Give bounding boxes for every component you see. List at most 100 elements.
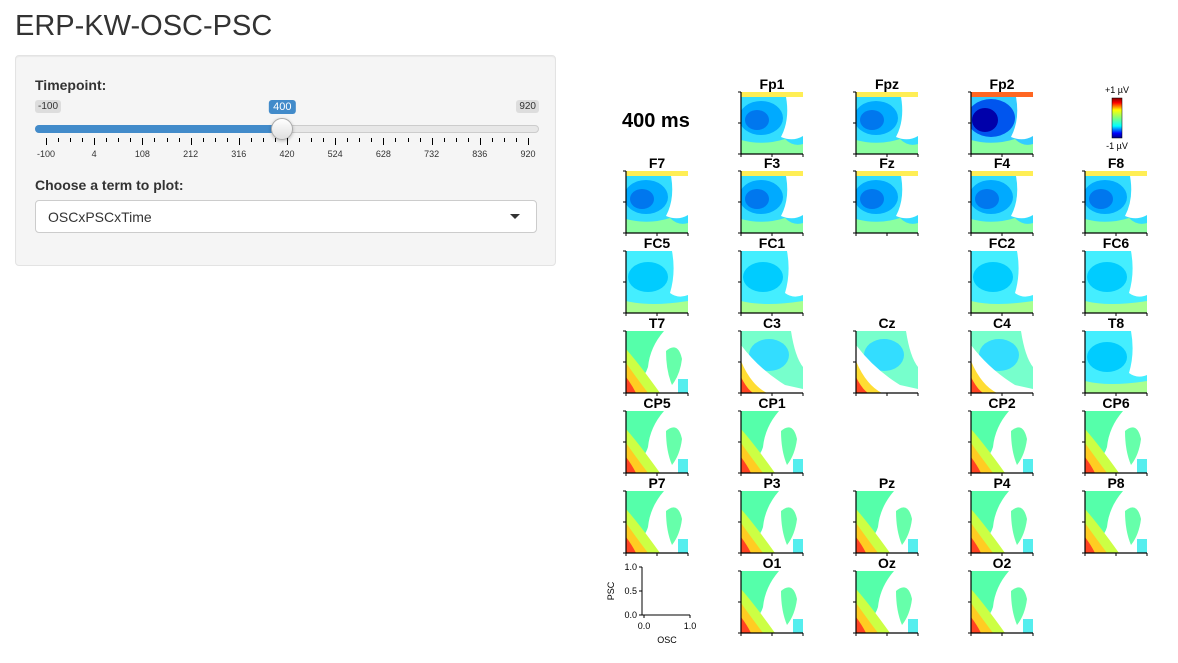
term-select-value: OSCxPSCxTime (48, 209, 152, 225)
electrode-label: FC6 (1103, 235, 1130, 251)
slider-major-tick (287, 138, 288, 145)
electrode-heatmap (741, 92, 803, 154)
electrode-pz: Pz (853, 475, 919, 556)
slider-major-tick (142, 138, 144, 145)
electrode-label: C4 (993, 315, 1011, 331)
electrode-t7: T7 (623, 315, 689, 396)
slider-tick-label: 628 (375, 149, 391, 159)
electrode-heatmap (626, 171, 688, 233)
slider-minor-tick (323, 138, 325, 142)
electrode-heatmap (971, 92, 1033, 154)
slider-minor-tick (395, 138, 397, 142)
slider-minor-tick (419, 138, 421, 142)
slider-tick-label: 212 (183, 149, 199, 159)
electrode-label: P4 (993, 475, 1010, 491)
electrode-label: Cz (878, 315, 895, 331)
slider-value-label: 400 (269, 100, 296, 114)
slider-major-tick (479, 138, 481, 145)
slider-major-tick (528, 138, 529, 145)
slider-major-tick (335, 138, 337, 145)
electrode-label: CP1 (758, 395, 785, 411)
slider-minor-tick (250, 138, 252, 142)
slider-minor-tick (299, 138, 301, 142)
electrode-heatmap (1085, 411, 1147, 473)
slider-minor-tick (214, 138, 216, 142)
legend-ytick-2: 0.5 (624, 586, 637, 596)
control-panel: Timepoint: -100 920 400 -100 4 108 212 316 42… (15, 55, 556, 266)
slider-tick-label: 836 (472, 149, 488, 159)
slider-handle[interactable] (271, 118, 294, 140)
electrode-heatmap (741, 171, 803, 233)
chevron-down-icon[interactable] (510, 214, 520, 219)
electrode-label: F7 (649, 155, 666, 171)
electrode-label: FC1 (759, 235, 786, 251)
slider-minor-tick (407, 138, 409, 142)
electrode-heatmap (741, 491, 803, 553)
slider-tick-label: 420 (279, 149, 295, 159)
slider-minor-tick (118, 138, 120, 142)
electrode-fc6: FC6 (1082, 235, 1148, 316)
electrode-f7: F7 (623, 155, 689, 236)
slider-tick-label: -100 (36, 149, 56, 159)
slider-minor-tick (274, 138, 276, 142)
slider-minor-tick (455, 138, 457, 142)
slider-major-tick (431, 138, 433, 145)
slider-minor-tick (491, 138, 493, 142)
electrode-label: P3 (763, 475, 780, 491)
electrode-label: F4 (994, 155, 1011, 171)
topo-plot-area: 400 ms Fp1 Fpz Fp2 F7 F3 Fz F4 F8 FC5 FC1 FC2 FC6 T7… (595, 70, 1165, 655)
slider-tick-label: 4 (91, 149, 97, 159)
legend-xtick-2: 1.0 (684, 621, 697, 631)
electrode-o2: O2 (968, 555, 1034, 636)
electrode-cp6: CP6 (1082, 395, 1148, 476)
term-label: Choose a term to plot: (35, 177, 184, 193)
electrode-cp5: CP5 (623, 395, 689, 476)
electrode-heatmap (856, 491, 918, 553)
slider-major-tick (238, 138, 240, 145)
electrode-label: Oz (878, 555, 896, 571)
electrode-heatmap (856, 331, 918, 393)
electrode-cp2: CP2 (968, 395, 1034, 476)
electrode-label: F8 (1108, 155, 1125, 171)
electrode-f3: F3 (738, 155, 804, 236)
slider-major-tick (94, 138, 96, 145)
electrode-fc5: FC5 (623, 235, 689, 316)
electrode-heatmap (1085, 491, 1147, 553)
slider-tick-label: 108 (134, 149, 150, 159)
legend-ytick-3: 0.0 (624, 610, 637, 620)
electrode-heatmap (741, 571, 803, 633)
electrode-label: O1 (763, 555, 782, 571)
slider-minor-tick (178, 138, 180, 142)
slider-tick-label: 732 (424, 149, 440, 159)
electrode-heatmap (626, 251, 688, 313)
legend-xtick-1: 0.0 (638, 621, 651, 631)
electrode-heatmap (626, 491, 688, 553)
timepoint-slider[interactable]: -100 920 400 -100 4 108 212 316 420 524 628 732 8… (35, 98, 539, 168)
slider-minor-tick (467, 138, 469, 142)
slider-minor-tick (226, 138, 228, 142)
slider-ticks: -100 4 108 212 316 420 524 628 732 836 920 (35, 138, 539, 159)
electrode-fc2: FC2 (968, 235, 1034, 316)
legend-ylabel: PSC (606, 581, 616, 600)
slider-major-tick (190, 138, 192, 145)
electrode-f4: F4 (968, 155, 1034, 236)
slider-minor-tick (371, 138, 373, 142)
slider-minor-tick (202, 138, 204, 142)
electrode-heatmap (971, 491, 1033, 553)
electrode-label: C3 (763, 315, 781, 331)
electrode-heatmap (971, 331, 1033, 393)
colorbar-max-label: +1 µV (1105, 85, 1129, 95)
electrode-heatmap (741, 411, 803, 473)
term-select[interactable]: OSCxPSCxTime (35, 200, 537, 233)
slider-tick-label: 920 (520, 149, 536, 159)
electrode-fp1: Fp1 (738, 76, 804, 157)
slider-minor-tick (154, 138, 156, 142)
slider-minor-tick (311, 138, 313, 142)
slider-minor-tick (262, 138, 264, 142)
electrode-o1: O1 (738, 555, 804, 636)
electrode-label: Fpz (875, 76, 899, 92)
colorbar-gradient (1111, 97, 1123, 139)
electrode-label: FC5 (644, 235, 671, 251)
electrode-heatmap (856, 171, 918, 233)
slider-minor-tick (503, 138, 505, 142)
